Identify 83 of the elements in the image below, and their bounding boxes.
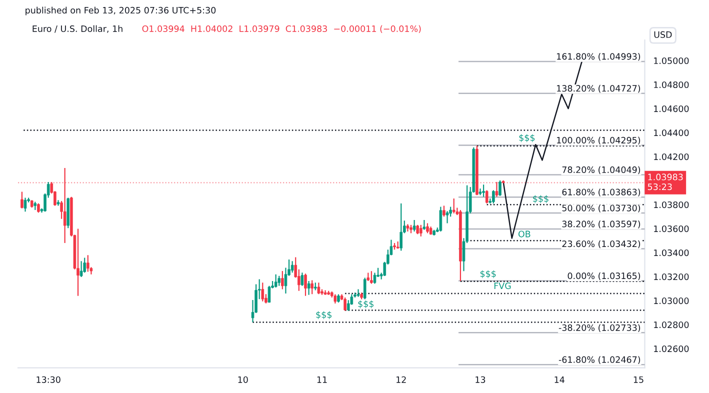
annotation: FVG bbox=[494, 282, 511, 290]
annotation: $$$ bbox=[316, 311, 332, 320]
candlestick bbox=[274, 274, 278, 288]
x-tick-label: 15 bbox=[634, 376, 644, 383]
series-label: 138.20% (1.04727) bbox=[557, 84, 640, 93]
candlestick bbox=[63, 167, 66, 244]
candlestick bbox=[416, 224, 419, 235]
series-label: 161.80% (1.04993) bbox=[557, 52, 640, 61]
x-tick-label: 10 bbox=[238, 376, 248, 383]
candlestick bbox=[334, 294, 337, 304]
annotation: $$$ bbox=[480, 270, 496, 278]
candlestick bbox=[482, 184, 485, 198]
series-label: 78.20% (1.04049) bbox=[562, 166, 640, 174]
chart-title: Euro / U.S. Dollar, 1h bbox=[32, 25, 122, 33]
series-label: 50.00% (1.03730) bbox=[562, 204, 640, 212]
candlestick bbox=[37, 202, 40, 214]
candlestick bbox=[356, 288, 360, 298]
candlestick bbox=[446, 210, 449, 224]
candlestick bbox=[317, 282, 320, 295]
series-label: -38.20% (1.02733) bbox=[558, 324, 640, 332]
candlestick bbox=[304, 273, 307, 296]
y-tick-label: 1.02800 bbox=[654, 321, 689, 328]
candlestick bbox=[363, 277, 366, 300]
series-label: 100.00% (1.04295) bbox=[557, 136, 640, 145]
y-tick-label: 1.03000 bbox=[654, 297, 689, 304]
candlestick bbox=[281, 270, 284, 290]
candlestick bbox=[83, 257, 86, 274]
x-tick-label: 11 bbox=[317, 376, 327, 383]
series-label: -61.80% (1.02467) bbox=[558, 356, 640, 364]
y-tick-label: 1.03600 bbox=[654, 225, 689, 232]
x-tick-label: 13:30 bbox=[36, 376, 60, 383]
candlestick bbox=[422, 219, 426, 230]
series-label: 23.60% (1.03432) bbox=[562, 240, 640, 248]
candlestick bbox=[373, 272, 376, 284]
candlestick bbox=[442, 205, 446, 218]
y-tick-label: 1.04400 bbox=[654, 129, 689, 136]
candlestick bbox=[290, 260, 294, 274]
y-tick-label: 1.04800 bbox=[654, 81, 689, 88]
y-tick-label: 1.02600 bbox=[654, 345, 689, 352]
candlestick bbox=[80, 260, 83, 278]
annotation: $$$ bbox=[358, 300, 374, 308]
y-tick-label: 1.03200 bbox=[654, 273, 689, 280]
candlestick bbox=[370, 270, 373, 284]
candlestick bbox=[498, 180, 502, 196]
series-label: 0.00% (1.03165) bbox=[568, 272, 640, 280]
y-tick-label: 1.03800 bbox=[654, 201, 689, 208]
candlestick bbox=[439, 206, 442, 232]
annotation: OB bbox=[518, 230, 530, 238]
chart-subtitle: O1.03994 H1.04002 L1.03979 C1.03983 −0.00011 (−0.01%) bbox=[142, 25, 421, 34]
candlestick bbox=[20, 191, 24, 209]
candlestick bbox=[278, 275, 281, 286]
candlestick bbox=[426, 222, 429, 234]
candlestick bbox=[452, 198, 456, 214]
candlestick bbox=[261, 282, 264, 302]
annotation: $$$ bbox=[519, 134, 535, 142]
candlestick bbox=[307, 280, 310, 296]
x-tick-label: 12 bbox=[396, 376, 406, 383]
candlestick bbox=[420, 224, 422, 237]
candlestick bbox=[310, 280, 314, 295]
series-label: 61.80% (1.03863) bbox=[562, 188, 640, 196]
y-axis-title: USD bbox=[654, 31, 672, 38]
series-label: 38.20% (1.03597) bbox=[562, 220, 640, 228]
ref-line-label: 1.03983 53:23 bbox=[648, 174, 683, 190]
candlestick bbox=[412, 219, 416, 232]
candlestick bbox=[485, 190, 488, 204]
y-tick-label: 1.05000 bbox=[654, 57, 689, 64]
candlestick bbox=[495, 181, 498, 198]
candlestick bbox=[24, 197, 27, 212]
candlestick bbox=[86, 254, 90, 272]
y-tick-label: 1.04600 bbox=[654, 105, 689, 112]
x-tick-label: 13 bbox=[476, 376, 486, 383]
y-tick-label: 1.03400 bbox=[654, 249, 689, 256]
candlestick bbox=[268, 285, 271, 304]
y-tick-label: 1.04200 bbox=[654, 153, 689, 160]
candlestick bbox=[300, 272, 304, 286]
x-tick-label: 14 bbox=[554, 376, 564, 383]
candlestick bbox=[344, 296, 346, 312]
candlestick bbox=[76, 228, 80, 296]
candlestick bbox=[492, 190, 495, 204]
annotation: $$$ bbox=[533, 195, 548, 204]
candlestick bbox=[400, 202, 403, 252]
candlestick bbox=[298, 268, 300, 292]
text: published on Feb 13, 2025 07:36 UTC+5:30 bbox=[26, 6, 216, 16]
